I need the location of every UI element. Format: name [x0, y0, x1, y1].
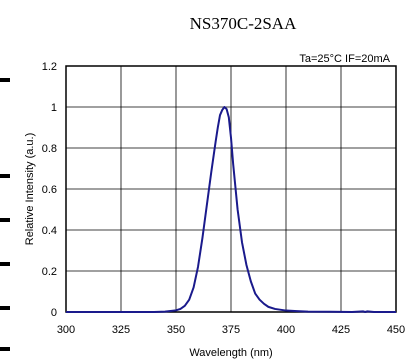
edge-bar-2: [0, 174, 10, 178]
gridlines: [66, 66, 396, 312]
x-tick-label: 425: [332, 324, 350, 336]
edge-bar-5: [0, 306, 10, 310]
edge-bar-3: [0, 218, 10, 222]
chart-title: NS370C-2SAA: [190, 14, 297, 33]
x-tick-label: 400: [277, 324, 295, 336]
x-tick-labels: 300 325 350 375 400 425 450: [57, 324, 405, 336]
edge-bar-4: [0, 262, 10, 266]
x-tick-label: 375: [222, 324, 240, 336]
x-tick-label: 300: [57, 324, 75, 336]
x-axis-label: Wavelength (nm): [189, 347, 272, 359]
edge-bar-1: [0, 78, 10, 82]
y-tick-label: 1.2: [42, 61, 57, 73]
y-tick-labels: 0 0.2 0.4 0.6 0.8 1 1.2: [42, 61, 57, 319]
series-layer: [66, 106, 396, 313]
y-axis-label: Relative Intensity (a.u.): [24, 133, 36, 246]
y-tick-label: 0.4: [42, 225, 57, 237]
y-tick-label: 1: [51, 102, 57, 114]
edge-bar-6: [0, 347, 10, 351]
series-line-1: [66, 106, 396, 313]
x-tick-label: 450: [387, 324, 405, 336]
x-tick-label: 325: [112, 324, 130, 336]
plot-frame: [65, 65, 397, 313]
y-tick-label: 0.8: [42, 143, 57, 155]
condition-label: Ta=25°C IF=20mA: [299, 53, 390, 65]
x-tick-label: 350: [167, 324, 185, 336]
y-tick-label: 0: [51, 307, 57, 319]
y-tick-label: 0.2: [42, 266, 57, 278]
y-tick-label: 0.6: [42, 184, 57, 196]
